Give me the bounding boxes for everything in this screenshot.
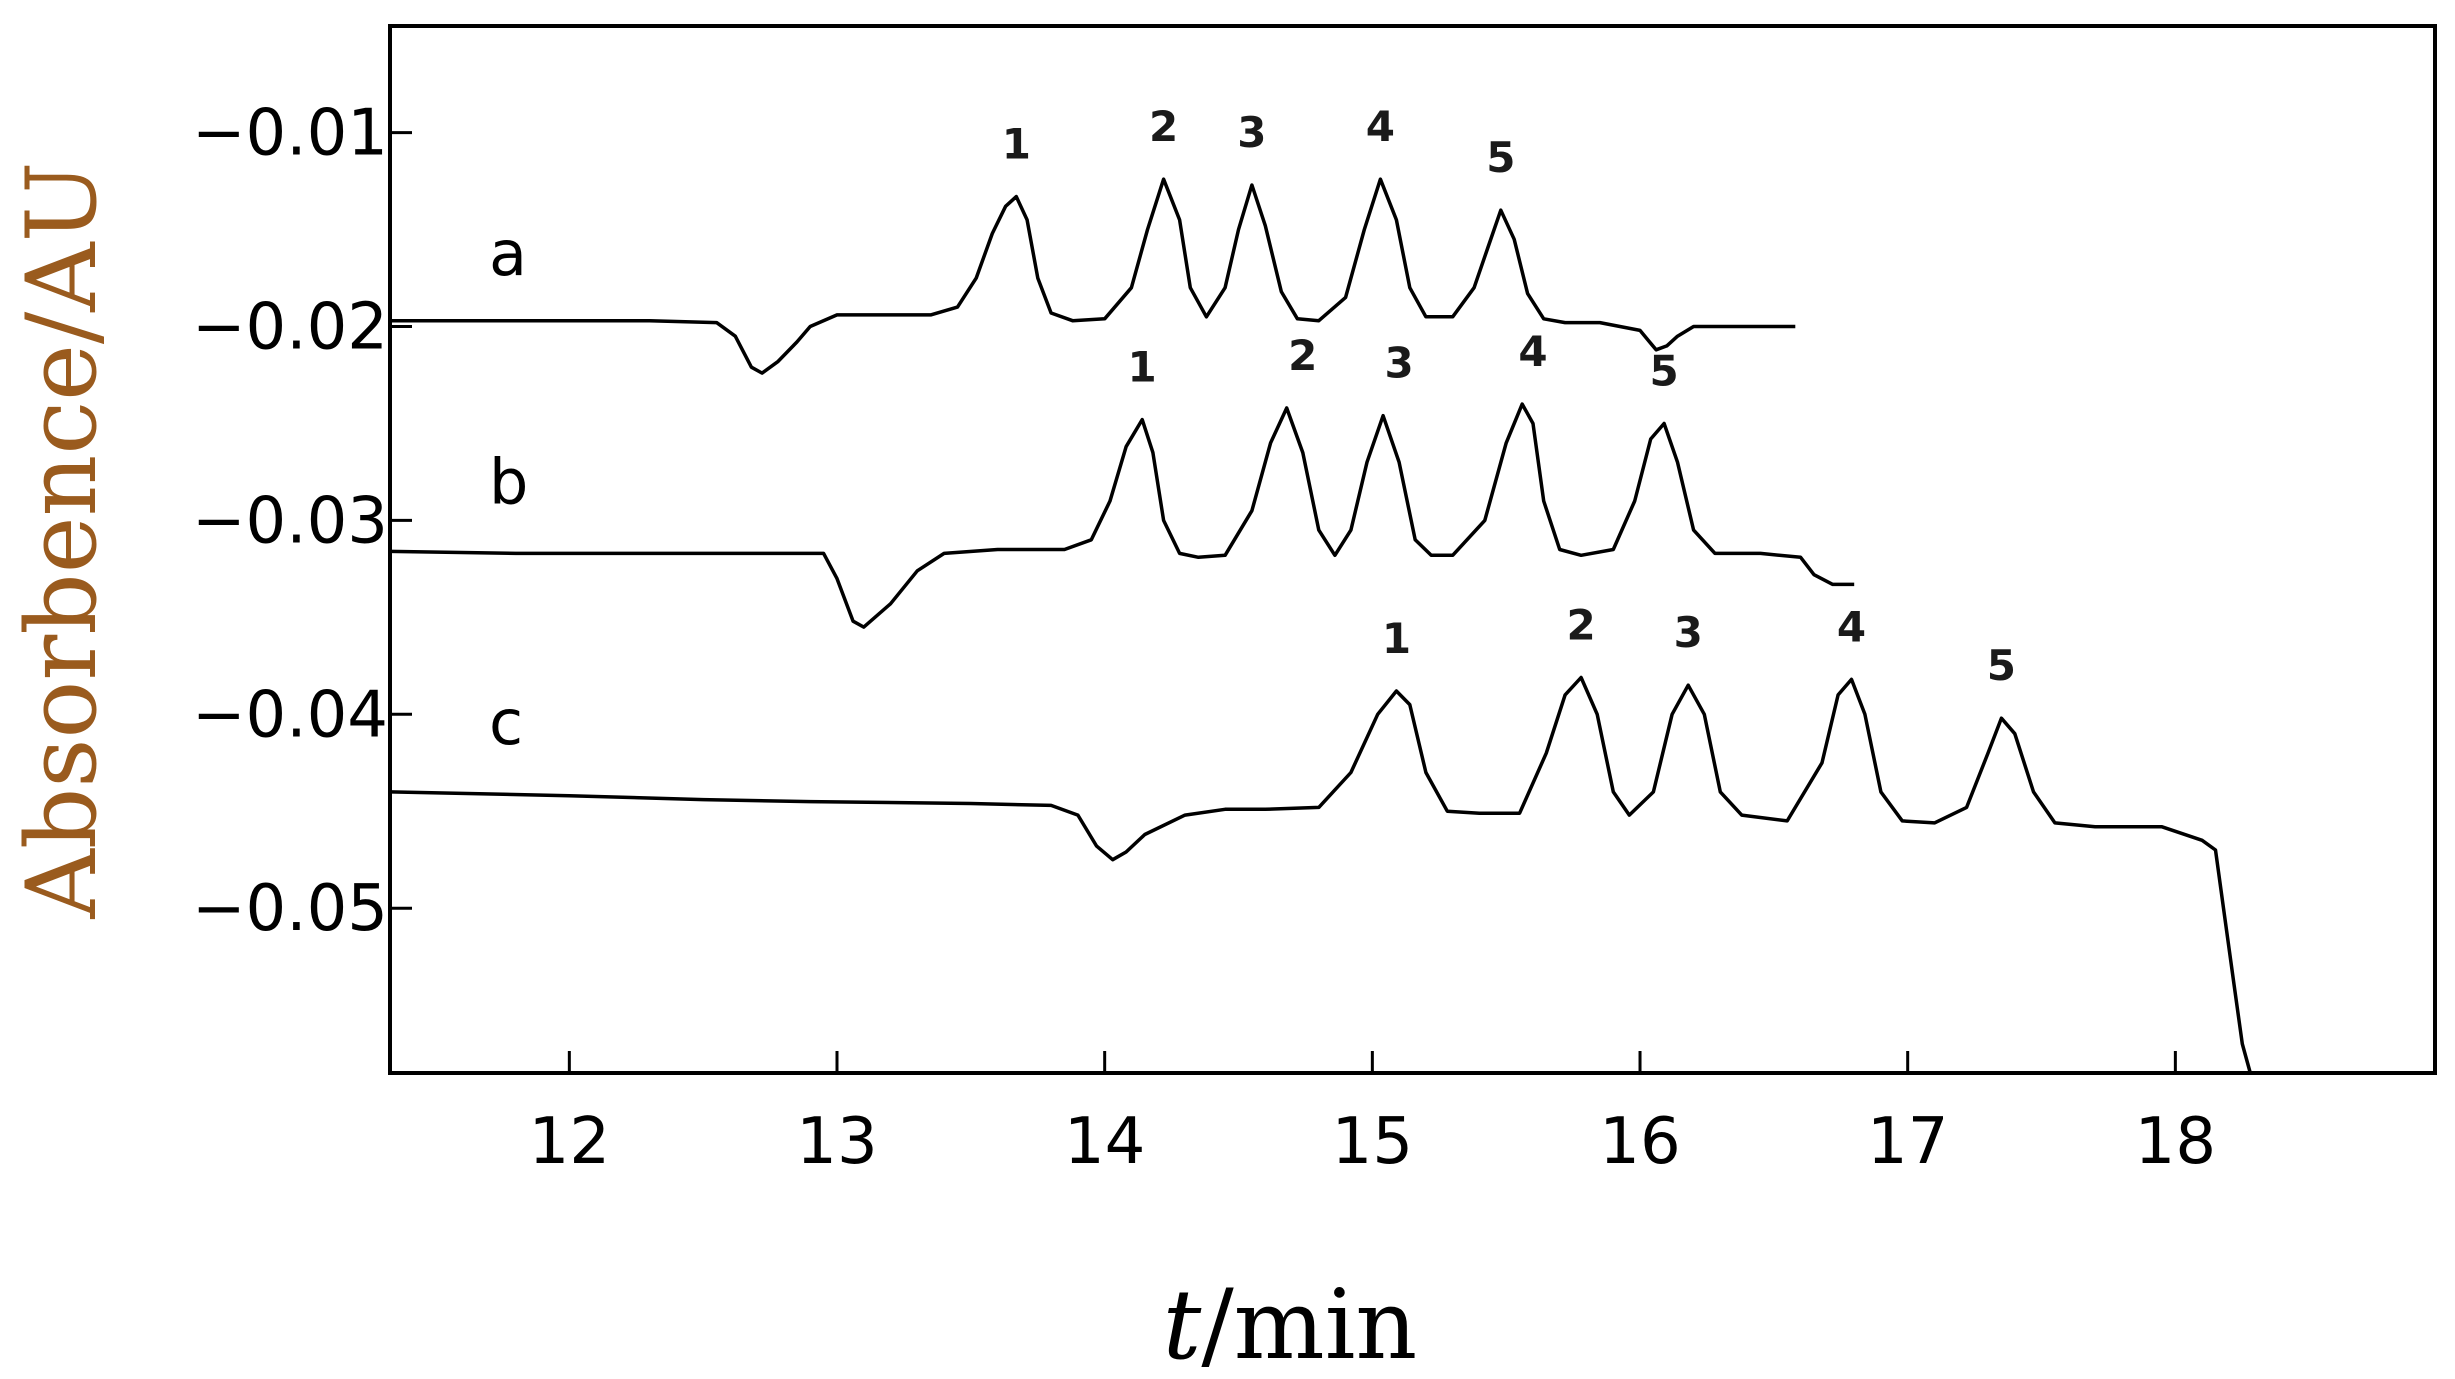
trace-label-b: b [489,446,528,519]
x-tick-label: 17 [1867,1105,1948,1179]
x-axis: 12 13 14 15 16 17 18 [529,1051,2216,1179]
x-axis-title-unit: /min [1201,1269,1417,1379]
trace-a [390,177,1796,375]
trace-label-c: c [489,686,523,759]
peak-label-c-1: 1 [1382,614,1411,663]
y-tick-label: −0.02 [192,291,388,365]
peak-label-b-1: 1 [1128,343,1157,392]
peak-label-a-3: 3 [1237,108,1266,157]
peak-label-a-4: 4 [1366,102,1395,151]
trace-label-a: a [489,217,527,290]
peak-label-b-2: 2 [1288,331,1317,380]
peak-label-a-5: 5 [1486,133,1515,182]
x-tick-label: 15 [1332,1105,1413,1179]
labels-layer: a 1 2 3 4 5 b 1 2 3 4 5 c 1 2 3 4 5 [489,102,2016,759]
y-tick-label: −0.04 [192,678,388,752]
x-tick-label: 18 [2135,1105,2216,1179]
y-axis: −0.01 −0.02 −0.03 −0.04 −0.05 [192,97,412,946]
y-tick-label: −0.01 [192,97,388,171]
peak-label-a-1: 1 [1002,120,1031,169]
peak-label-c-2: 2 [1567,600,1596,649]
x-tick-label: 13 [796,1105,877,1179]
x-axis-title-variable: t [1163,1269,1202,1379]
y-tick-label: −0.05 [192,872,388,946]
x-tick-label: 12 [529,1105,610,1179]
peak-label-c-3: 3 [1674,608,1703,657]
plot-frame [388,24,2437,1075]
peak-label-a-2: 2 [1149,102,1178,151]
trace-c [389,675,2252,1074]
y-tick-label: −0.03 [192,484,388,558]
peak-label-c-5: 5 [1987,641,2016,690]
trace-b [389,402,1855,629]
peak-label-b-4: 4 [1518,327,1547,376]
x-tick-label: 14 [1064,1105,1145,1179]
x-tick-label: 16 [1599,1105,1680,1179]
series-layer [389,177,2252,1074]
peak-label-b-5: 5 [1649,346,1678,395]
peak-label-c-4: 4 [1837,602,1866,651]
y-axis-title: Absorbence/AU [6,162,118,920]
x-axis-title: t/min [1163,1269,1417,1379]
peak-label-b-3: 3 [1384,339,1413,388]
